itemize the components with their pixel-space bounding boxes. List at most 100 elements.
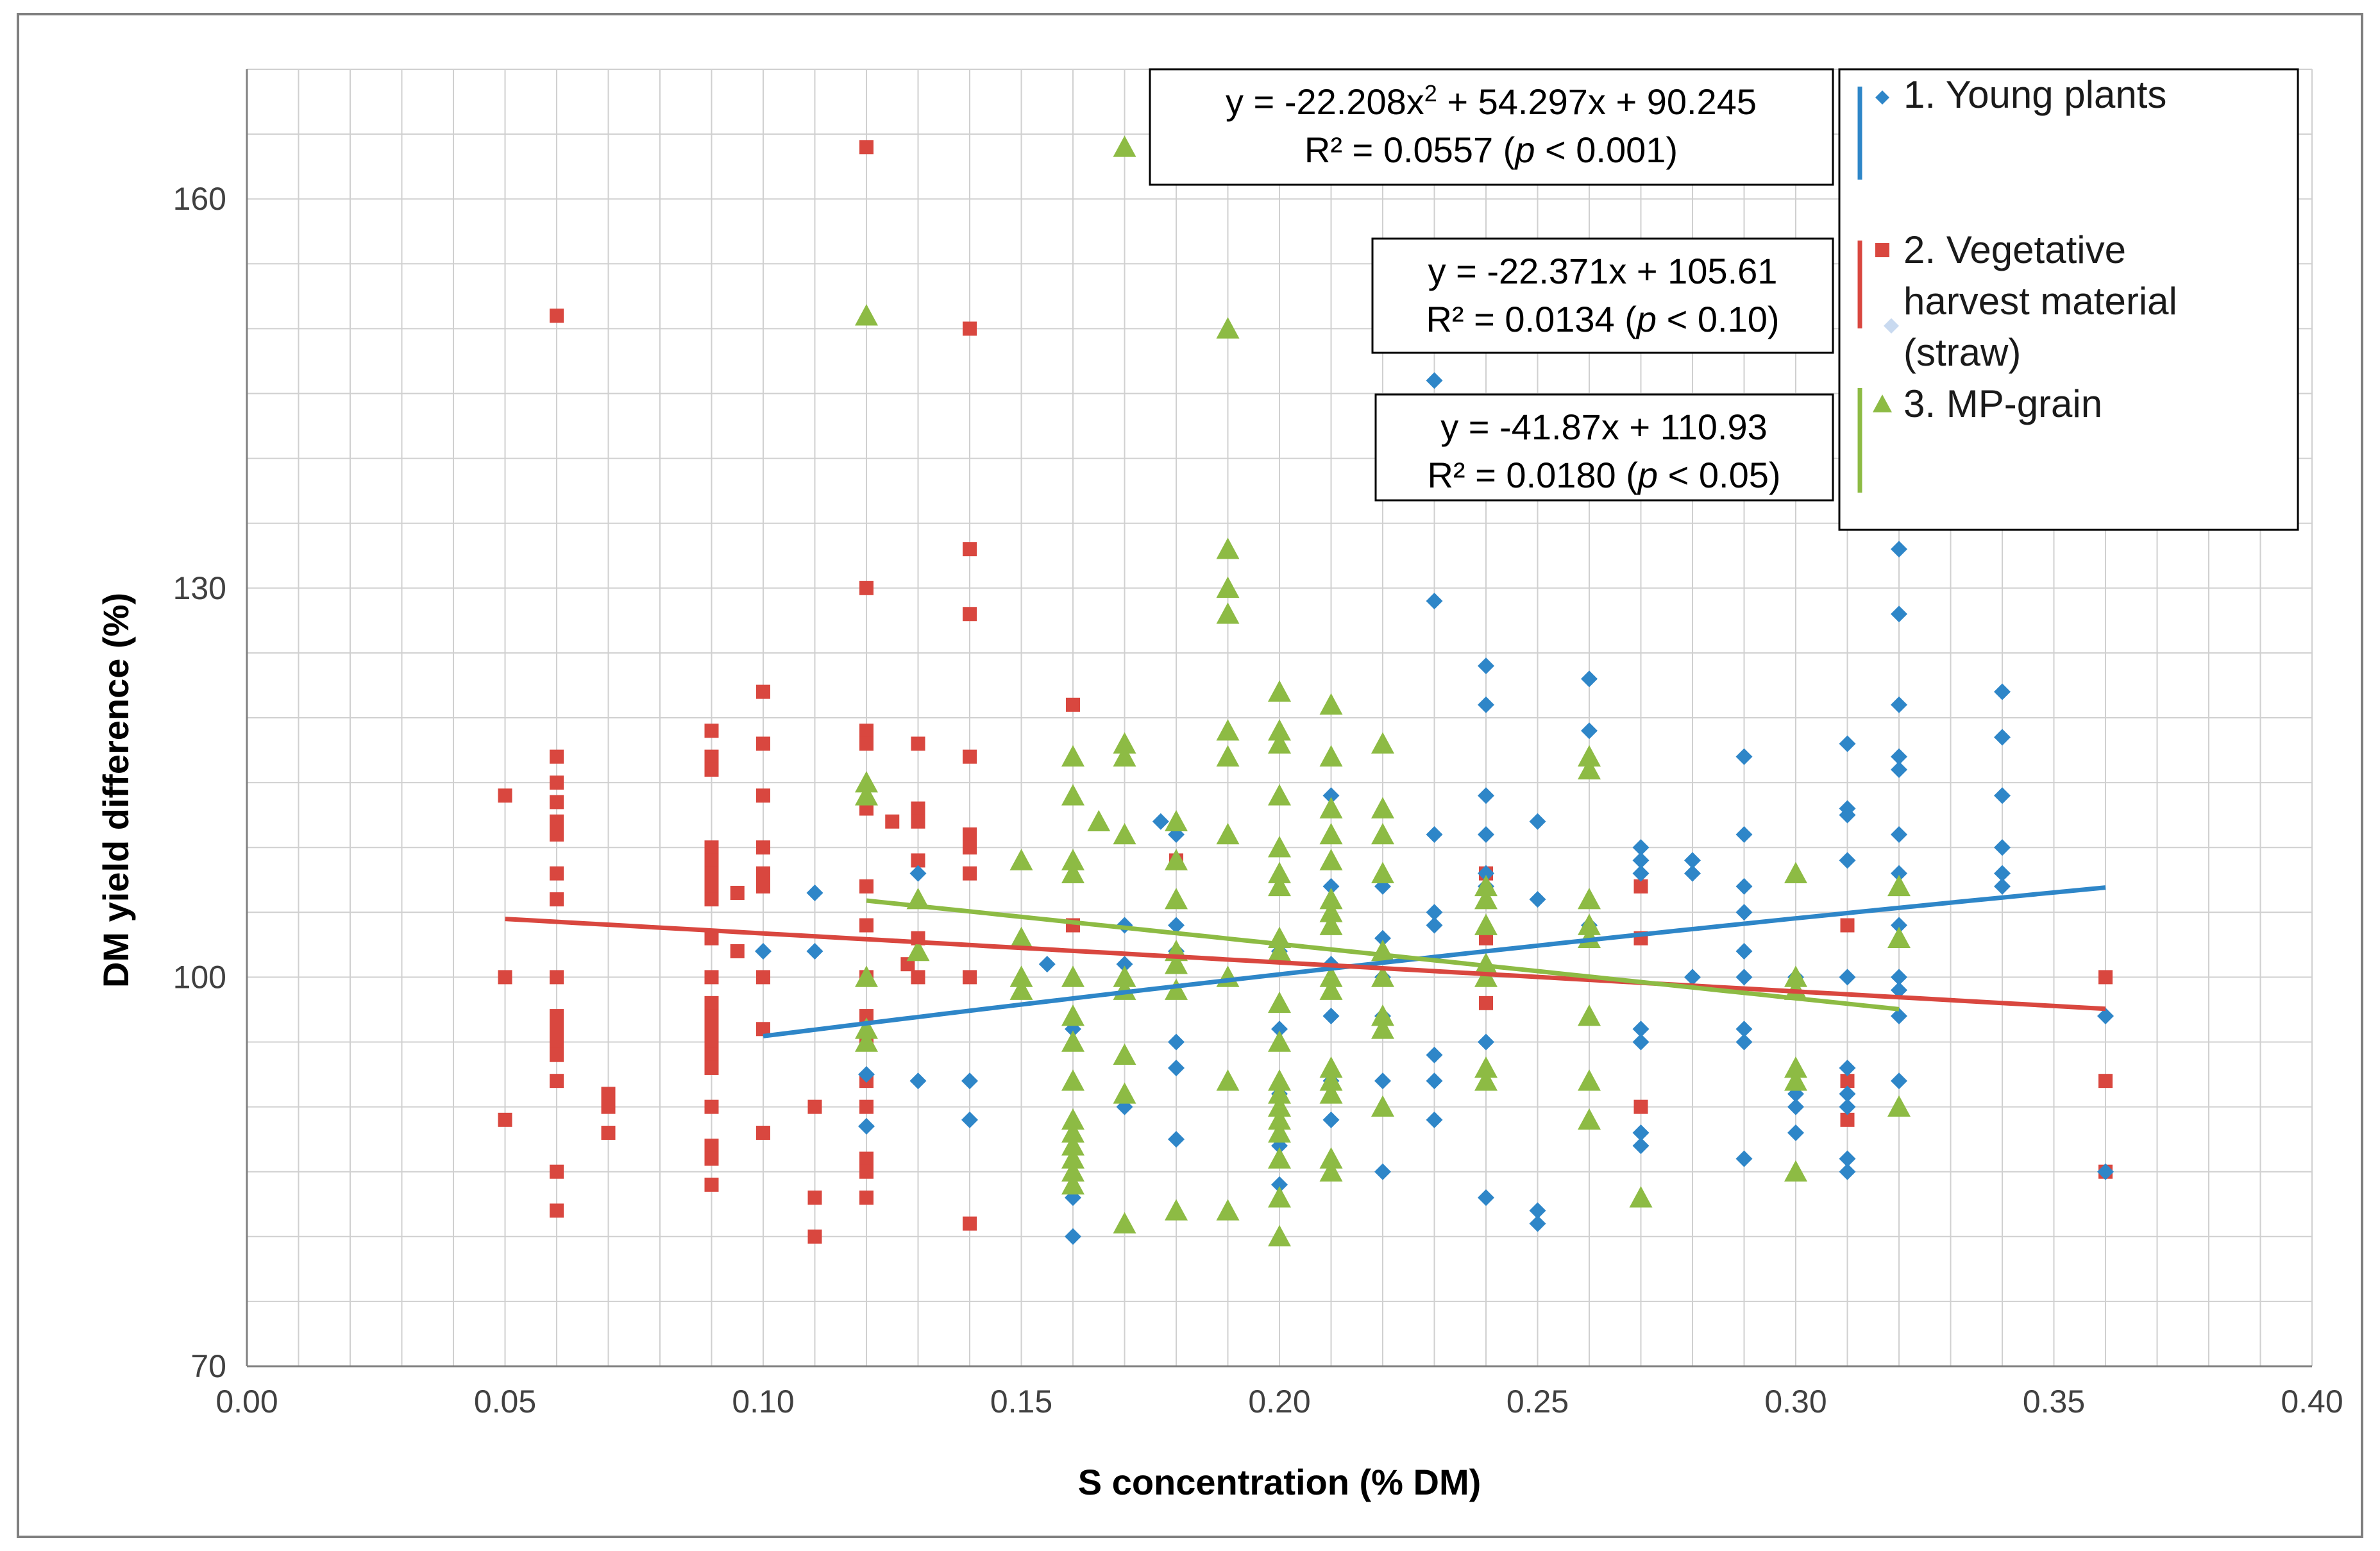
data-point-triangle <box>1061 1134 1085 1156</box>
data-point-diamond <box>1891 969 1907 986</box>
data-point-diamond <box>1787 1124 1804 1142</box>
equation-box-2 <box>1371 237 1834 354</box>
data-point-square <box>550 970 564 985</box>
data-point-diamond <box>1374 929 1391 947</box>
y-tick-label: 70 <box>190 1348 226 1384</box>
data-point-square <box>704 762 719 777</box>
data-point-triangle <box>1216 317 1240 339</box>
data-point-triangle <box>1009 965 1033 987</box>
data-point-triangle <box>1371 1095 1394 1117</box>
data-point-square <box>963 970 977 985</box>
tick-labels: 0.00 0.05 0.10 0.15 0.20 0.25 0.30 0.35 0.40 70 10… <box>173 181 2343 1420</box>
trendline-series-3 <box>866 898 1900 1012</box>
data-point-diamond <box>1891 1008 1907 1025</box>
data-point-diamond <box>1632 1124 1650 1142</box>
data-point-square <box>1633 1099 1648 1114</box>
data-point-diamond <box>1891 1072 1907 1090</box>
data-point-triangle <box>1319 693 1343 715</box>
data-point-triangle <box>1319 1160 1343 1182</box>
data-point-diamond <box>1478 865 1494 882</box>
data-point-triangle <box>1319 745 1343 767</box>
data-point-triangle <box>1319 797 1343 818</box>
data-point-diamond <box>858 1066 875 1083</box>
data-point-diamond <box>1735 1021 1753 1038</box>
data-point-triangle <box>1319 1069 1343 1091</box>
data-point-diamond <box>1065 1228 1081 1245</box>
data-point-diamond <box>1478 826 1494 843</box>
equation-box-3 <box>1374 393 1834 502</box>
data-point-diamond <box>1116 956 1133 973</box>
axes <box>246 69 2312 1368</box>
data-point-triangle <box>1268 991 1291 1013</box>
data-point-triangle <box>1784 965 1807 987</box>
data-point-triangle <box>1371 797 1394 818</box>
data-point-triangle <box>1474 888 1498 910</box>
data-point-square <box>498 788 512 803</box>
data-point-diamond <box>961 1111 978 1128</box>
data-point-triangle <box>1009 978 1033 1000</box>
data-point-square <box>2098 970 2113 985</box>
data-point-diamond <box>1891 606 1907 623</box>
equation-line-1: y = -22.208x2 + 54.297x + 90.245 <box>1226 80 1757 123</box>
data-point-diamond <box>1632 852 1650 869</box>
chart-outer-border <box>17 13 2363 1538</box>
data-point-square <box>756 866 770 881</box>
data-point-triangle <box>1371 1004 1394 1026</box>
data-point-triangle <box>1578 745 1601 767</box>
data-point-square <box>963 1216 977 1231</box>
data-point-triangle <box>1371 732 1394 754</box>
data-point-diamond <box>1322 787 1340 804</box>
data-point-diamond <box>1632 1021 1650 1038</box>
data-point-square <box>601 1126 616 1140</box>
equation-box-1 <box>1149 68 1834 186</box>
data-point-diamond <box>1322 1111 1340 1128</box>
data-point-diamond <box>1839 735 1856 752</box>
data-point-diamond <box>1168 1059 1185 1076</box>
data-point-diamond <box>2097 1163 2114 1180</box>
data-point-triangle <box>1268 1030 1291 1052</box>
data-point-diamond <box>1478 657 1494 675</box>
data-point-diamond <box>1839 806 1856 824</box>
data-point-triangle <box>1061 784 1085 806</box>
r-squared-line-3: R² = 0.0180 (p < 0.05) <box>1427 455 1780 495</box>
data-point-triangle <box>855 1030 878 1052</box>
data-point-square <box>756 1126 770 1140</box>
y-tick-label: 160 <box>173 181 226 217</box>
data-point-triangle <box>1165 1199 1188 1221</box>
data-point-triangle <box>1578 1069 1601 1091</box>
data-point-triangle <box>1061 849 1085 870</box>
data-point-triangle <box>1061 1160 1085 1182</box>
data-point-diamond <box>1478 1033 1494 1051</box>
data-point-diamond <box>1529 891 1546 908</box>
data-point-triangle <box>1009 926 1033 949</box>
data-point-triangle <box>1113 745 1136 767</box>
data-point-triangle <box>1474 1069 1498 1091</box>
data-point-diamond <box>1529 1215 1546 1232</box>
data-point-diamond <box>1581 722 1598 740</box>
data-point-square <box>704 892 719 907</box>
data-point-square <box>963 866 977 881</box>
data-point-diamond <box>1426 826 1443 843</box>
data-point-square <box>859 879 874 894</box>
r-squared-line-1: R² = 0.0557 (p < 0.001) <box>1304 130 1678 170</box>
data-point-square <box>911 736 925 751</box>
data-point-square <box>550 309 564 323</box>
data-point-triangle <box>1319 849 1343 870</box>
data-point-square <box>704 749 719 764</box>
legend-label-series-2: harvest material <box>1903 280 2177 323</box>
data-point-square <box>963 607 977 622</box>
data-point-diamond <box>909 1072 927 1090</box>
data-point-diamond <box>806 884 823 901</box>
data-point-square <box>963 827 977 842</box>
y-tick-label: 100 <box>173 959 226 995</box>
data-point-square <box>756 879 770 894</box>
data-point-square <box>911 970 925 985</box>
data-point-diamond <box>1478 696 1494 713</box>
data-point-square <box>756 970 770 985</box>
data-point-square <box>704 970 719 985</box>
data-point-diamond <box>1994 729 2011 746</box>
data-point-diamond <box>1994 877 2011 895</box>
data-point-diamond <box>1478 1189 1494 1207</box>
data-point-triangle <box>1061 1004 1085 1026</box>
data-point-triangle <box>1061 1121 1085 1143</box>
